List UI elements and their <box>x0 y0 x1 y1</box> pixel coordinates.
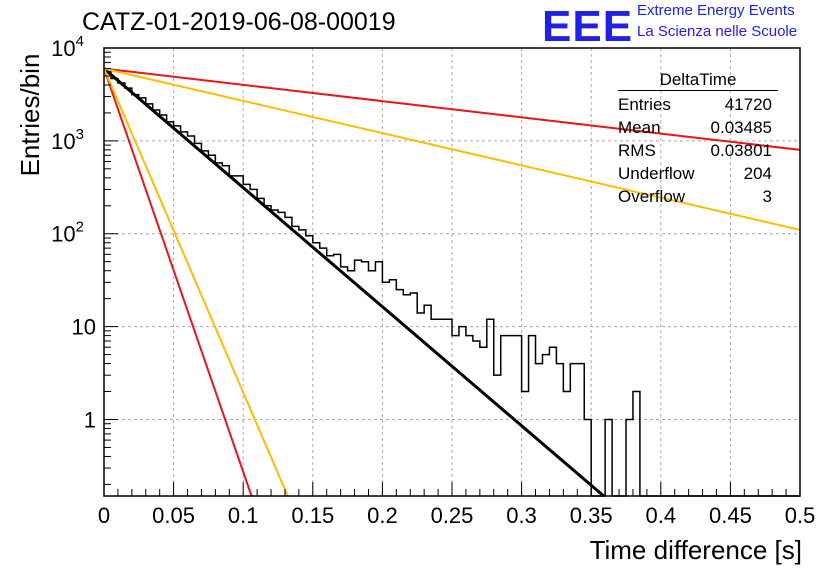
stats-title: DeltaTime <box>618 70 778 91</box>
fit-line-2 <box>103 67 801 151</box>
plot-title: CATZ-01-2019-06-08-00019 <box>82 8 396 36</box>
y-tick-label: 102 <box>51 219 84 247</box>
stats-value: 3 <box>762 187 772 206</box>
y-tick-label: 103 <box>51 126 84 154</box>
x-tick-label: 0.5 <box>785 503 816 528</box>
fit-line-1 <box>103 67 605 498</box>
y-tick-label: 10 <box>72 315 96 340</box>
stats-row: Underflow 204 <box>610 162 780 185</box>
x-tick-label: 0.15 <box>291 503 334 528</box>
stats-box: DeltaTime Entries 41720 Mean 0.03485 RMS 0.… <box>610 70 780 208</box>
stats-label: Mean <box>618 118 661 137</box>
y-tick-label: 1 <box>84 407 96 432</box>
stats-value: 0.03801 <box>710 141 772 160</box>
stats-label: RMS <box>618 141 656 160</box>
x-tick-label: 0.35 <box>570 503 613 528</box>
stats-label: Underflow <box>618 164 695 183</box>
stats-row: RMS 0.03801 <box>610 139 780 162</box>
fit-line-4 <box>103 68 253 497</box>
stats-row: Entries 41720 <box>610 93 780 116</box>
stats-value: 204 <box>743 164 772 183</box>
fit-line-5 <box>103 68 289 497</box>
stats-row: Overflow 3 <box>610 185 780 208</box>
x-tick-label: 0.45 <box>709 503 752 528</box>
x-tick-label: 0.25 <box>431 503 474 528</box>
stats-label: Overflow <box>618 187 686 206</box>
x-tick-label: 0.05 <box>152 503 195 528</box>
x-tick-label: 0.4 <box>646 503 677 528</box>
x-tick-label: 0.2 <box>367 503 398 528</box>
fit-line-3 <box>103 67 801 231</box>
stats-value: 0.03485 <box>710 118 772 137</box>
stats-value: 41720 <box>724 95 772 114</box>
logo-line-2: La Scienza nelle Scuole <box>637 23 798 40</box>
x-tick-label: 0.3 <box>506 503 537 528</box>
x-tick-label: 0.1 <box>228 503 259 528</box>
logo-line-1: Extreme Energy Events <box>637 2 795 19</box>
x-tick-label: 0 <box>98 503 110 528</box>
y-tick-label: 104 <box>51 33 84 61</box>
y-axis-label: Entries/bin <box>15 53 45 177</box>
eee-logo: EEE <box>542 2 634 51</box>
stats-row: Mean 0.03485 <box>610 116 780 139</box>
stats-label: Entries <box>618 95 671 114</box>
x-axis-label: Time difference [s] <box>589 535 802 565</box>
